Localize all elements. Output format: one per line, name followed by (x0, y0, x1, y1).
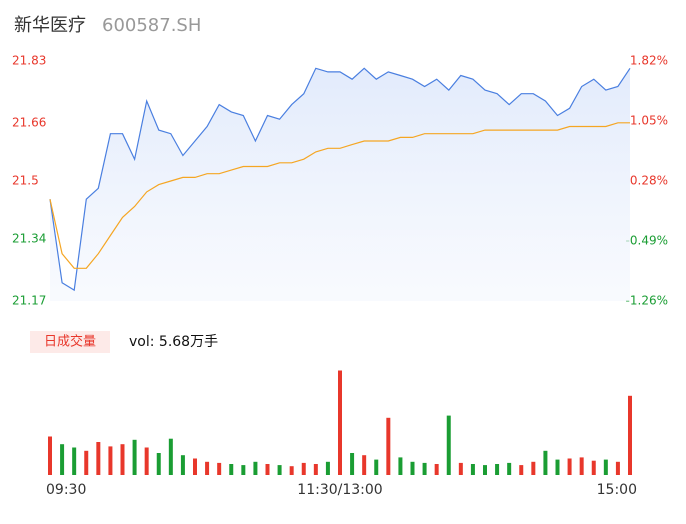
volume-bar (446, 415, 451, 475)
volume-bar (579, 457, 584, 475)
volume-bar (120, 444, 125, 475)
volume-bar (386, 417, 391, 475)
volume-bar (591, 460, 596, 475)
volume-bar (458, 462, 463, 475)
volume-bar (543, 450, 548, 475)
volume-bar (338, 370, 342, 475)
x-tick-label: 15:00 (597, 482, 637, 498)
volume-bar (144, 447, 149, 475)
volume-bar (60, 444, 65, 475)
volume-bar (434, 464, 439, 475)
volume-total: vol: 5.68万手 (129, 334, 218, 350)
volume-bar (217, 462, 222, 475)
volume-bar (180, 455, 185, 475)
volume-bar (615, 461, 620, 475)
volume-bar (72, 447, 77, 475)
volume-bar (422, 462, 427, 475)
volume-bar (374, 459, 379, 475)
volume-tag-bg (30, 331, 110, 353)
volume-bar (628, 395, 632, 475)
volume-bar (567, 458, 572, 475)
volume-bar (470, 464, 475, 475)
stock-name: 新华医疗 (14, 15, 86, 36)
volume-title: 日成交量 (44, 334, 96, 350)
volume-bar (507, 462, 512, 475)
volume-bar (168, 438, 173, 475)
volume-bar (265, 464, 270, 475)
volume-bar (156, 453, 161, 475)
volume-bar (362, 455, 367, 475)
volume-bar (603, 459, 608, 475)
y-tick-label: 21.17 (12, 294, 46, 308)
y2-tick-label: 1.82% (630, 54, 668, 68)
y2-tick-label: -1.26% (626, 294, 668, 308)
volume-bar (132, 439, 137, 475)
volume-bar (241, 465, 246, 475)
y2-tick-label: 0.28% (630, 174, 668, 188)
y2-tick-label: -0.49% (626, 234, 668, 248)
volume-bar (555, 459, 560, 475)
volume-bar (289, 466, 294, 475)
volume-bar (108, 446, 113, 475)
volume-bar (84, 450, 89, 475)
price-line (49, 67, 631, 292)
volume-bar (313, 464, 318, 475)
volume-bar (398, 457, 403, 475)
volume-bar (483, 465, 487, 475)
volume-bar (531, 461, 536, 475)
volume-bar (253, 461, 258, 475)
volume-bar (205, 461, 210, 475)
stock-code: 600587.SH (102, 15, 201, 36)
volume-bar (495, 464, 500, 475)
volume-bar (96, 442, 101, 475)
price-area (50, 68, 630, 301)
volume-bar (48, 436, 52, 475)
volume-bar (193, 458, 197, 475)
volume-bar (229, 464, 234, 475)
volume-bar (410, 461, 415, 475)
x-tick-label: 09:30 (46, 482, 86, 498)
y-tick-label: 21.34 (12, 232, 46, 246)
y2-tick-label: 1.05% (630, 114, 668, 128)
volume-bar (350, 453, 355, 475)
volume-bar (519, 465, 524, 475)
y-tick-label: 21.5 (12, 174, 39, 188)
y-tick-label: 21.66 (12, 115, 46, 129)
x-tick-label: 11:30/13:00 (297, 482, 382, 498)
volume-bar (277, 465, 282, 475)
average-line (49, 122, 630, 269)
volume-bar (301, 462, 306, 475)
y-tick-label: 21.83 (12, 54, 46, 68)
volume-bar (325, 461, 330, 475)
